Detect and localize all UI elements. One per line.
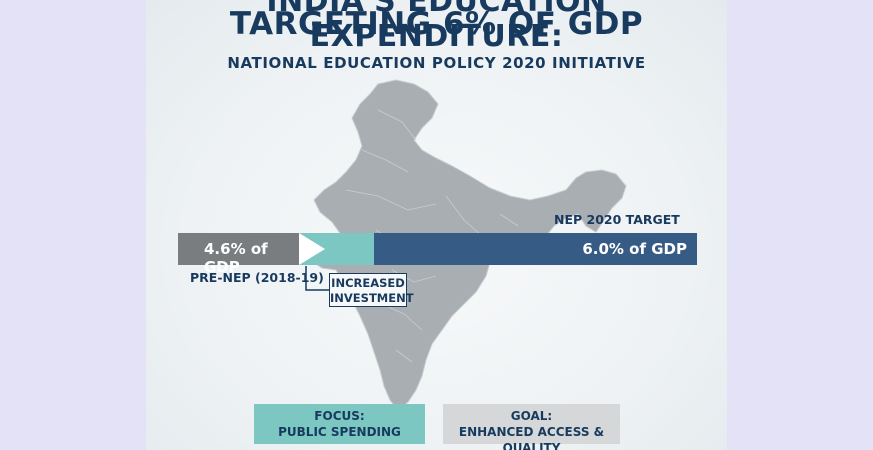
focus-badge-line-1: FOCUS: <box>314 409 365 423</box>
callout-line-2: INVESTMENT <box>330 291 414 305</box>
gdp-progress-bar: 4.6% of GDP 6.0% of GDP <box>178 233 697 276</box>
infographic-panel: INDIA'S EDUCATION EXPENDITURE: TARGETING… <box>146 0 727 450</box>
target-category-label: NEP 2020 TARGET <box>554 212 680 227</box>
callout-line-1: INCREASED <box>331 276 405 290</box>
bar-label-pre-nep: 4.6% of GDP <box>204 240 268 276</box>
title-line-2: TARGETING 6% OF GDP <box>229 6 644 42</box>
bar-pre-nep: 4.6% of GDP <box>178 233 299 276</box>
arrow-right-icon <box>299 233 325 265</box>
bar-nep-target: 6.0% of GDP <box>374 233 697 265</box>
subtitle: NATIONAL EDUCATION POLICY 2020 INITIATIV… <box>227 54 646 72</box>
increased-investment-callout: INCREASED INVESTMENT <box>329 273 414 307</box>
focus-badge: FOCUS: PUBLIC SPENDING <box>254 404 425 444</box>
bar-label-target: 6.0% of GDP <box>582 240 687 258</box>
annotation-connector <box>305 266 329 291</box>
goal-badge-line-2: ENHANCED ACCESS & QUALITY <box>458 425 605 450</box>
goal-badge-line-1: GOAL: <box>510 409 553 423</box>
pre-nep-category-label: PRE-NEP (2018-19) <box>190 270 324 285</box>
title-line-1: INDIA'S EDUCATION EXPENDITURE: <box>266 0 607 54</box>
focus-badge-line-2: PUBLIC SPENDING <box>278 425 401 439</box>
goal-badge: GOAL: ENHANCED ACCESS & QUALITY <box>443 404 620 450</box>
